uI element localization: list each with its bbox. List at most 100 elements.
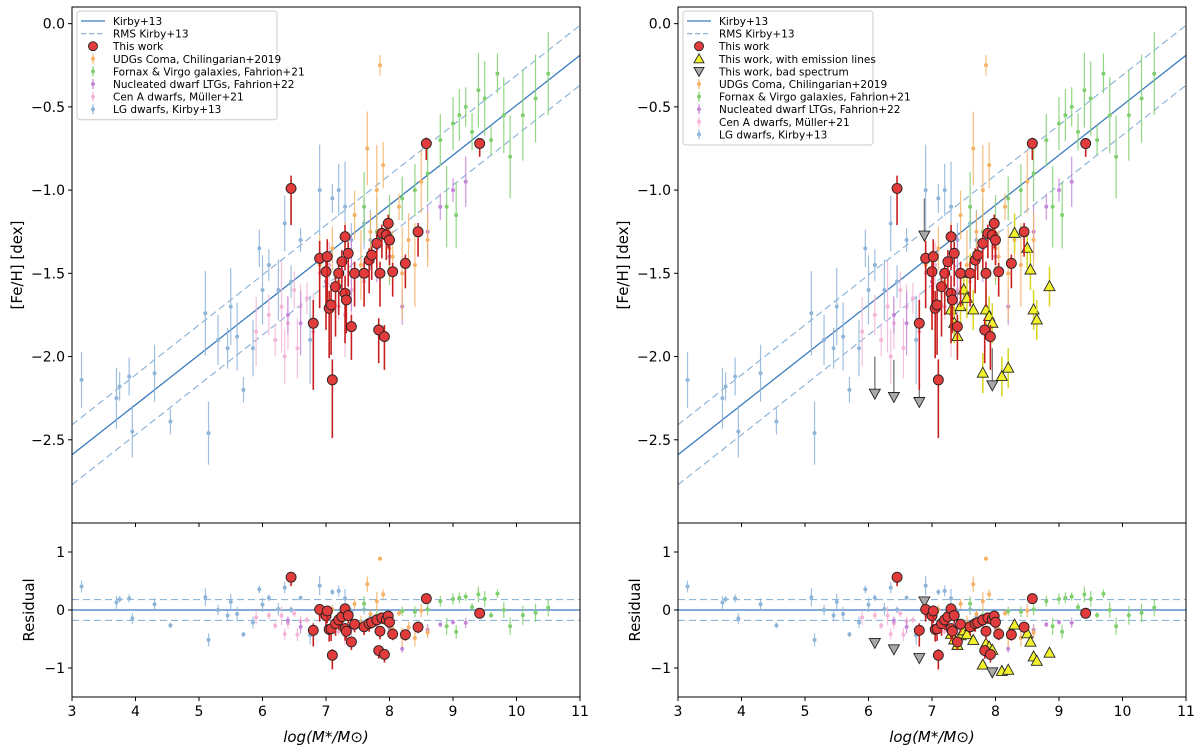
fornax_virgo-point — [457, 113, 462, 118]
cen_a-point — [879, 337, 884, 342]
emission-lines-residual-point — [1024, 635, 1037, 647]
legend-label: This work, bad spectrum — [718, 66, 849, 78]
nucleated_ltgs-residual-point — [400, 646, 405, 651]
this-work-residual-point — [1080, 607, 1092, 619]
this-work-point — [945, 231, 957, 243]
residual-y-axis-label: Residual — [626, 578, 644, 641]
legend-marker — [91, 107, 95, 112]
udgs-residual-point — [365, 582, 370, 587]
this-work-point — [345, 321, 357, 333]
udgs-point — [996, 254, 1001, 259]
x-tick-label: 6 — [864, 704, 873, 720]
nucleated_ltgs-point — [891, 312, 896, 317]
udgs-residual-point — [377, 556, 382, 561]
this-work-residual-point — [990, 616, 1001, 628]
cen_a-residual-point — [273, 623, 278, 628]
cen_a-residual-point — [282, 632, 287, 637]
udgs-residual-point — [368, 612, 373, 617]
lg_dwarfs-residual-point — [822, 608, 827, 612]
legend-marker — [697, 82, 701, 86]
cen_a-point — [872, 312, 877, 317]
lg_dwarfs-residual-point — [923, 583, 928, 588]
legend-marker — [91, 94, 95, 99]
lg_dwarfs-residual-point — [685, 584, 690, 589]
nucleated_ltgs-point — [438, 204, 443, 209]
residual-y-tick-label: −1 — [44, 661, 65, 677]
fornax_virgo-residual-point — [508, 624, 513, 629]
this-work-residual-point — [412, 621, 424, 633]
this-work-point — [927, 251, 939, 263]
lg_dwarfs-point — [336, 188, 341, 193]
lg_dwarfs-residual-point — [228, 599, 233, 604]
y-tick-label: −0.5 — [31, 100, 65, 116]
x-tick-label: 9 — [1055, 704, 1064, 720]
fornax_virgo-residual-point — [1018, 609, 1023, 614]
lg_dwarfs-point — [841, 334, 846, 339]
lg_dwarfs-residual-point — [168, 623, 173, 628]
fornax_virgo-point — [508, 154, 513, 159]
cen_a-residual-point — [304, 617, 309, 622]
cen_a-point — [279, 304, 284, 309]
udgs-residual-point — [406, 625, 411, 630]
udgs-point — [397, 204, 402, 209]
main-plot-area — [678, 24, 1186, 486]
cen_a-point — [282, 354, 287, 359]
lg_dwarfs-point — [720, 396, 725, 401]
fornax_virgo-residual-point — [1139, 610, 1144, 615]
udgs-point — [983, 63, 988, 68]
this-work-residual-point — [384, 616, 395, 628]
lg_dwarfs-residual-point — [895, 607, 900, 612]
lg_dwarfs-point — [863, 246, 868, 251]
legend-marker — [694, 41, 704, 52]
fornax_virgo-residual-point — [1076, 605, 1081, 610]
lg_dwarfs-point — [250, 346, 255, 351]
lg_dwarfs-residual-point — [206, 637, 211, 642]
fornax_virgo-point — [470, 129, 475, 134]
fornax_virgo-point — [520, 113, 525, 118]
y-axis-label: [Fe/H] [dex] — [614, 221, 632, 310]
x-tick-label: 7 — [322, 704, 331, 720]
lg_dwarfs-residual-point — [856, 620, 861, 625]
fornax_virgo-residual-point — [1114, 624, 1119, 629]
this-work-point — [474, 138, 486, 149]
fornax_virgo-residual-point — [1057, 596, 1061, 601]
fornax_virgo-point — [400, 196, 405, 201]
udgs-point — [1006, 271, 1011, 276]
this-work-residual-point — [342, 610, 354, 621]
fornax_virgo-residual-point — [520, 613, 525, 618]
this-work-point — [932, 374, 944, 386]
legend-label: UDGs Coma, Chilingarian+2019 — [113, 54, 281, 66]
lg_dwarfs-residual-point — [942, 588, 947, 593]
fornax_virgo-point — [1107, 113, 1112, 118]
fornax_virgo-residual-point — [1107, 608, 1112, 612]
bad-spectrum-residual-point — [986, 667, 999, 679]
lg_dwarfs-point — [203, 311, 208, 316]
fornax_virgo-point — [495, 71, 500, 76]
fornax_virgo-point — [451, 121, 455, 126]
lg_dwarfs-point — [289, 279, 294, 284]
x-tick-label: 5 — [195, 704, 204, 720]
emission-lines-point — [976, 366, 990, 378]
fornax_virgo-residual-point — [1126, 613, 1131, 618]
cen_a-residual-point — [898, 611, 903, 616]
fornax_virgo-residual-point — [400, 609, 405, 614]
udgs-point — [936, 246, 941, 251]
lg_dwarfs-residual-point — [203, 595, 208, 600]
this-work-residual-point — [1026, 593, 1038, 605]
fornax_virgo-residual-point — [444, 624, 449, 629]
lg_dwarfs-residual-point — [241, 632, 246, 637]
lg_dwarfs-point — [114, 396, 119, 401]
emission-lines-point — [995, 369, 1009, 381]
lg_dwarfs-point — [723, 384, 728, 389]
this-work-residual-point — [951, 636, 963, 648]
this-work-point — [339, 231, 351, 243]
udgs-residual-point — [974, 612, 979, 617]
fornax_virgo-residual-point — [1050, 624, 1055, 629]
lg_dwarfs-point — [904, 238, 909, 243]
lg_dwarfs-residual-point — [225, 613, 230, 618]
this-work-point — [984, 331, 996, 343]
lg_dwarfs-point — [809, 311, 814, 316]
cen_a-point — [860, 329, 865, 334]
lg_dwarfs-residual-point — [809, 595, 814, 600]
